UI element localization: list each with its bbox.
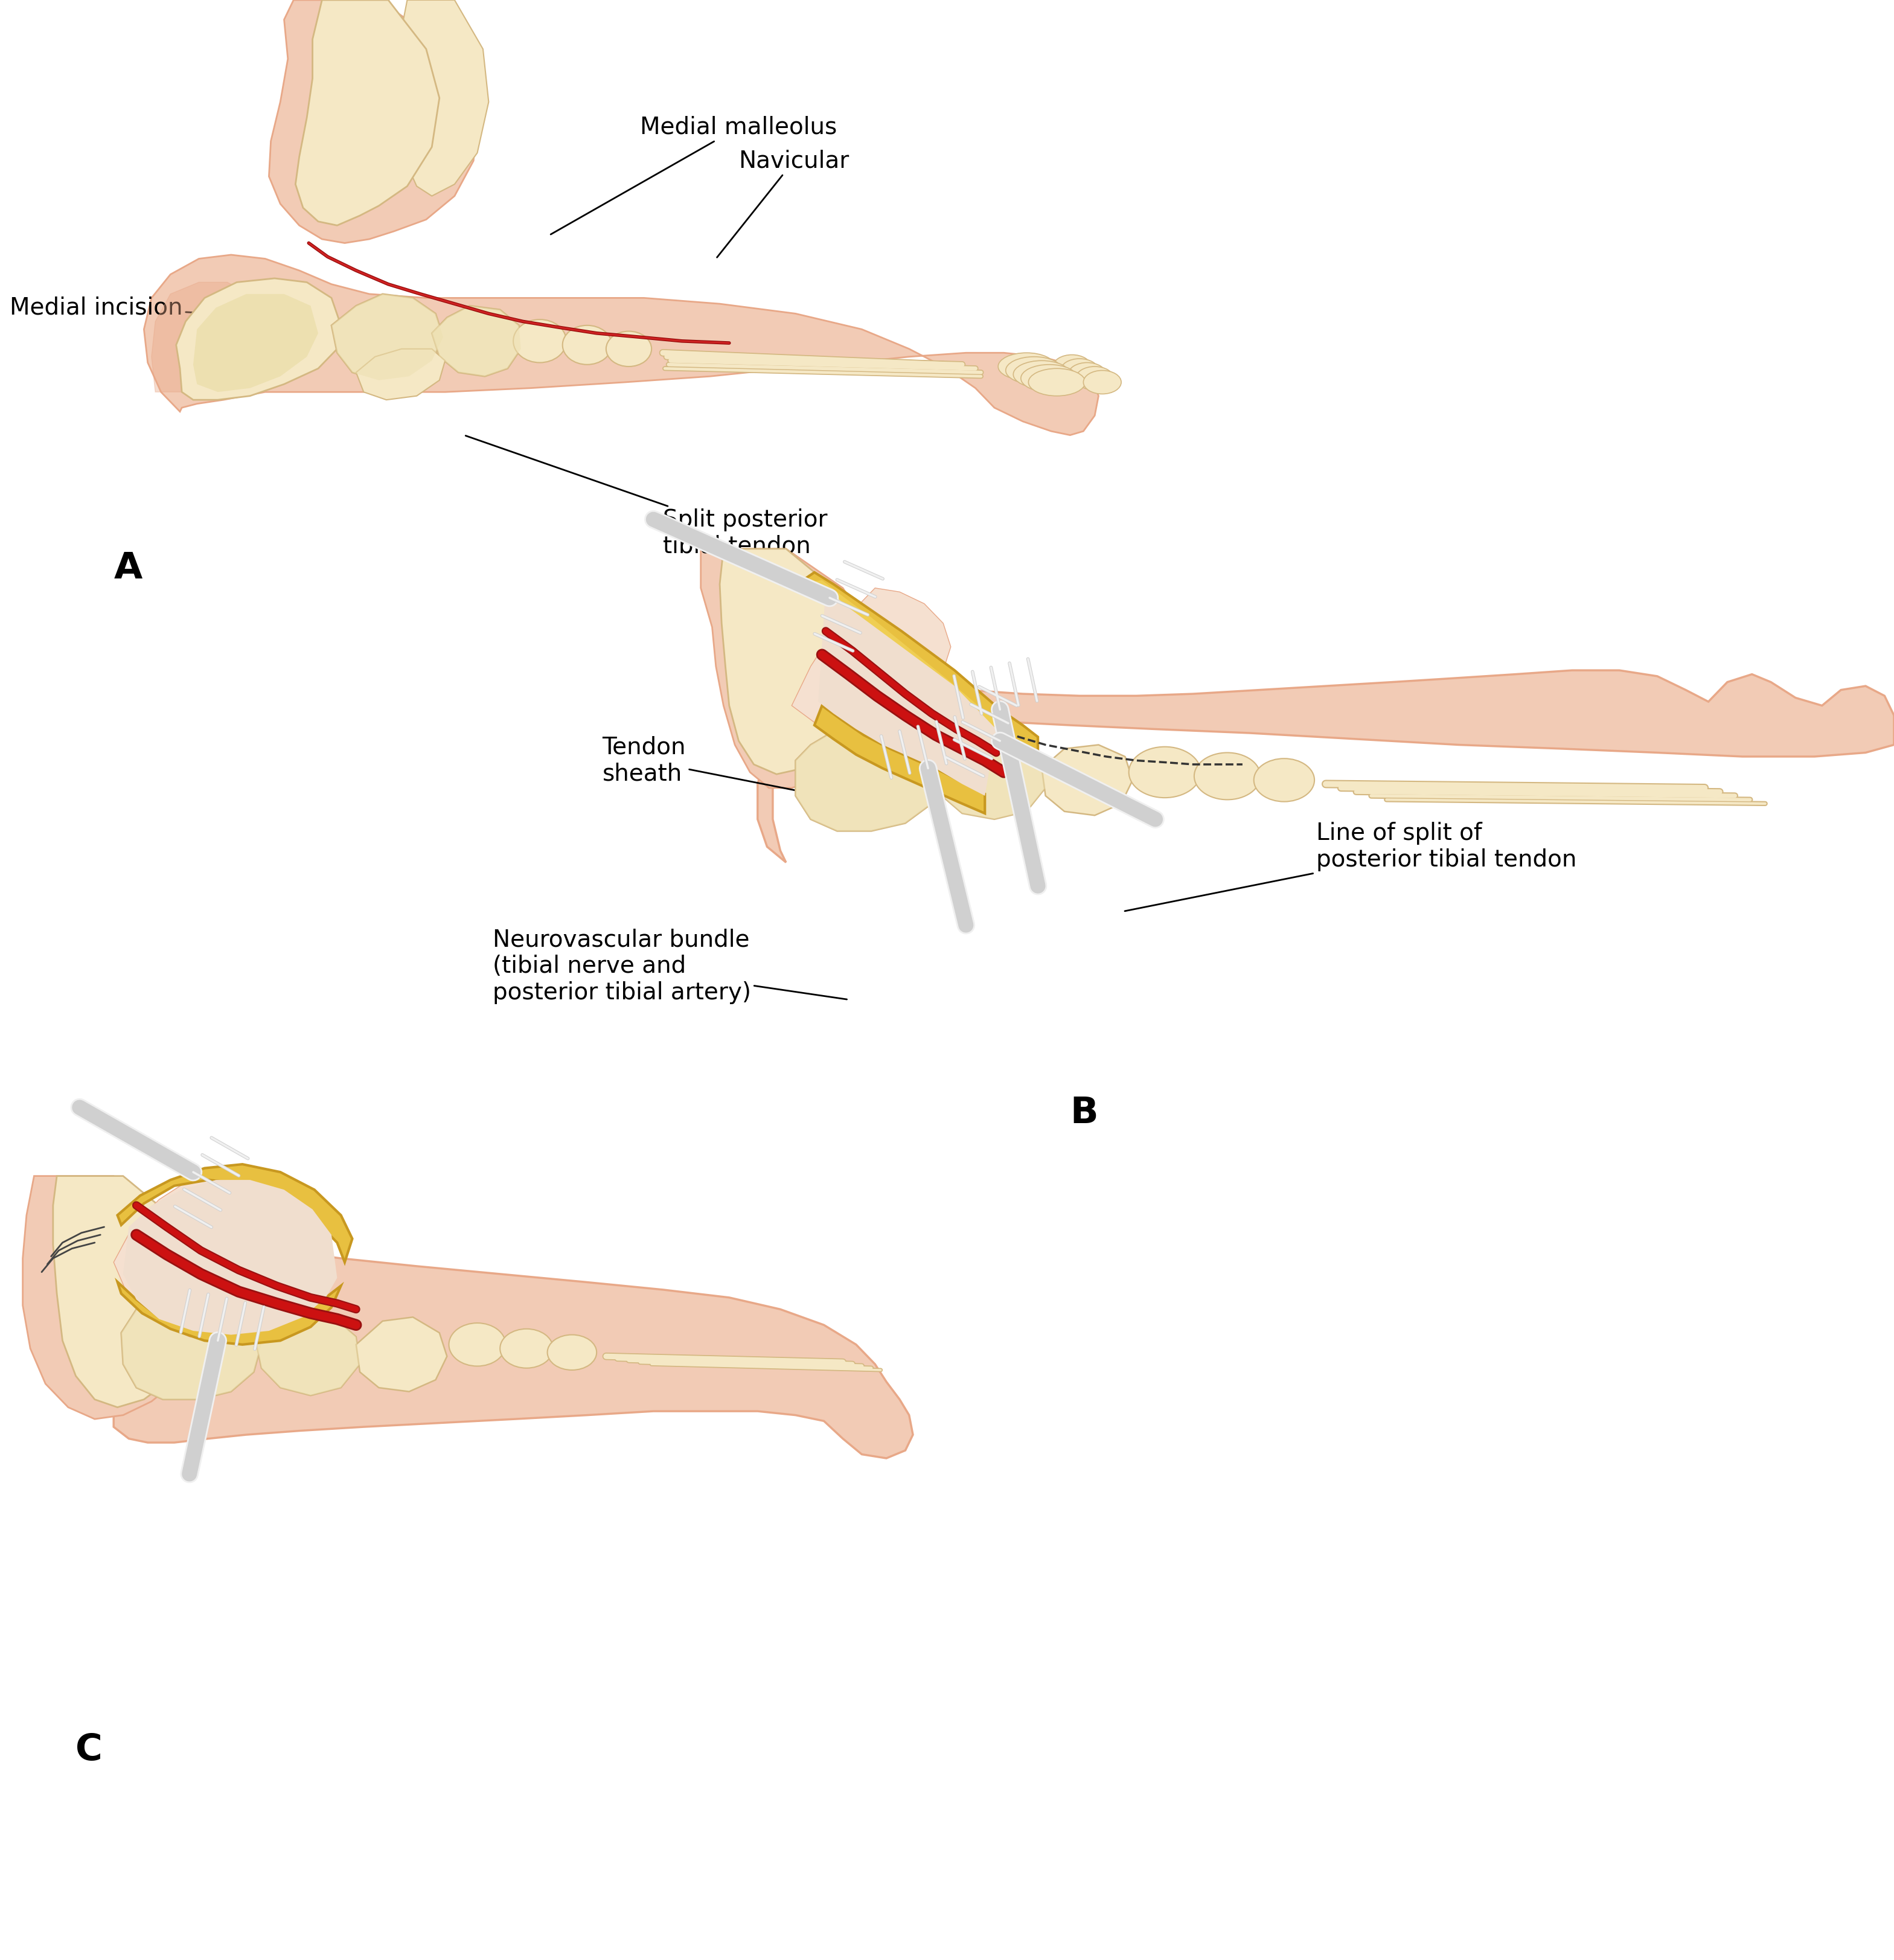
Polygon shape <box>331 294 443 380</box>
Polygon shape <box>814 706 985 813</box>
Text: Line of split of
posterior tibial tendon: Line of split of posterior tibial tendon <box>1125 821 1578 911</box>
Polygon shape <box>53 1176 205 1407</box>
Ellipse shape <box>1083 370 1121 394</box>
Ellipse shape <box>606 331 652 367</box>
Polygon shape <box>269 0 477 243</box>
Polygon shape <box>114 1168 330 1341</box>
Polygon shape <box>701 549 883 788</box>
Polygon shape <box>432 306 521 376</box>
Ellipse shape <box>1021 365 1078 392</box>
Polygon shape <box>123 1180 337 1335</box>
Polygon shape <box>356 349 445 400</box>
Polygon shape <box>117 1164 352 1262</box>
Ellipse shape <box>500 1329 553 1368</box>
Polygon shape <box>144 255 1099 435</box>
Polygon shape <box>152 282 261 392</box>
Text: Neurovascular bundle
(tibial nerve and
posterior tibial artery): Neurovascular bundle (tibial nerve and p… <box>492 929 847 1004</box>
Text: B: B <box>1070 1096 1099 1131</box>
Text: Medial malleolus: Medial malleolus <box>551 116 837 235</box>
Polygon shape <box>176 278 341 400</box>
Polygon shape <box>331 294 443 380</box>
Text: Tendon
sheath: Tendon sheath <box>602 735 841 800</box>
Polygon shape <box>85 1243 913 1458</box>
Polygon shape <box>720 549 864 774</box>
Polygon shape <box>121 1290 261 1399</box>
Polygon shape <box>256 1313 360 1396</box>
Polygon shape <box>356 1317 447 1392</box>
Polygon shape <box>1042 745 1133 815</box>
Polygon shape <box>256 1313 360 1396</box>
Polygon shape <box>432 306 521 376</box>
Text: A: A <box>114 551 142 586</box>
Ellipse shape <box>449 1323 506 1366</box>
Ellipse shape <box>563 325 612 365</box>
Polygon shape <box>758 662 1894 862</box>
Polygon shape <box>792 588 951 725</box>
Ellipse shape <box>1006 357 1063 384</box>
Text: Medial incision: Medial incision <box>9 296 415 323</box>
Ellipse shape <box>1193 753 1260 800</box>
Polygon shape <box>193 294 318 392</box>
Text: Navicular: Navicular <box>718 149 849 257</box>
Ellipse shape <box>1068 363 1106 386</box>
Ellipse shape <box>1254 759 1314 802</box>
Polygon shape <box>811 580 1015 749</box>
Text: Split posterior
tibial tendon: Split posterior tibial tendon <box>466 435 828 559</box>
Polygon shape <box>295 0 439 225</box>
Polygon shape <box>121 1290 261 1399</box>
Polygon shape <box>795 721 943 831</box>
Ellipse shape <box>998 353 1055 380</box>
Ellipse shape <box>513 319 566 363</box>
Polygon shape <box>936 735 1045 819</box>
Polygon shape <box>936 735 1045 819</box>
Polygon shape <box>402 0 489 196</box>
Ellipse shape <box>1061 359 1099 382</box>
Ellipse shape <box>1013 361 1070 388</box>
Polygon shape <box>795 721 943 831</box>
Ellipse shape <box>547 1335 597 1370</box>
Ellipse shape <box>1028 368 1085 396</box>
Ellipse shape <box>1129 747 1201 798</box>
Polygon shape <box>818 588 996 796</box>
Text: C: C <box>76 1733 102 1768</box>
Polygon shape <box>803 572 1038 757</box>
Polygon shape <box>117 1282 341 1345</box>
Ellipse shape <box>1076 367 1114 390</box>
Polygon shape <box>23 1176 212 1419</box>
Ellipse shape <box>1053 355 1091 378</box>
